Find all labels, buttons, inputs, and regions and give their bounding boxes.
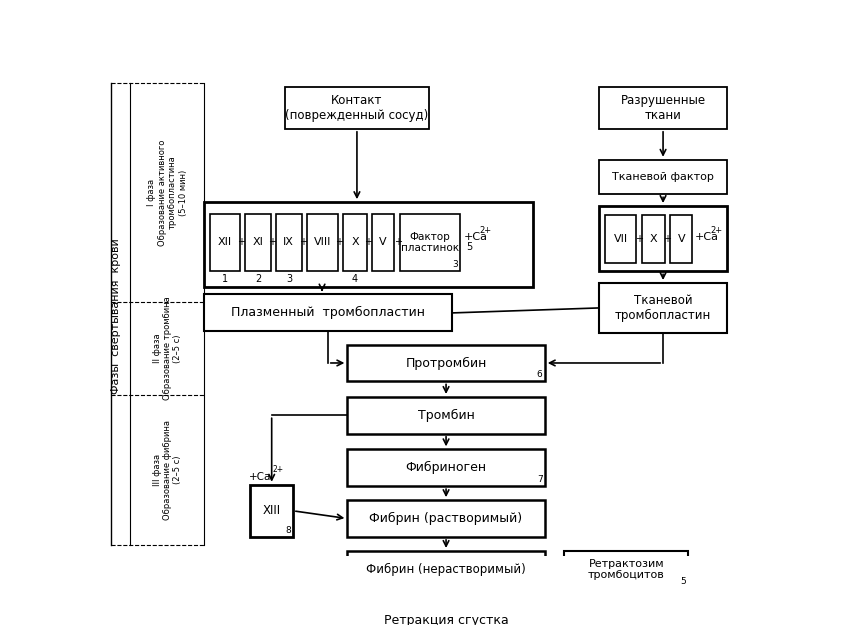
Text: Ретрактозим
тромбоцитов: Ретрактозим тромбоцитов <box>588 559 664 580</box>
Bar <box>348 551 545 588</box>
Text: 2: 2 <box>255 274 261 284</box>
Text: Разрушенные
ткани: Разрушенные ткани <box>621 94 705 122</box>
Text: +: + <box>335 237 342 247</box>
Bar <box>599 283 727 333</box>
Text: 5: 5 <box>681 576 686 586</box>
Bar <box>348 344 545 381</box>
Bar <box>599 160 727 194</box>
Text: 6: 6 <box>537 370 543 379</box>
Text: +Ca: +Ca <box>249 471 271 481</box>
Text: Фибриноген: Фибриноген <box>406 461 486 474</box>
Text: V: V <box>379 238 387 248</box>
Text: +: + <box>394 237 401 247</box>
Bar <box>605 215 636 263</box>
Text: +Ca: +Ca <box>463 232 488 242</box>
Text: X: X <box>650 234 657 244</box>
Bar <box>348 500 545 537</box>
Bar <box>307 214 338 271</box>
Text: 2+: 2+ <box>479 226 491 235</box>
Bar <box>204 294 452 331</box>
Bar <box>204 202 533 287</box>
Text: Протромбин: Протромбин <box>406 356 487 369</box>
Text: 2+: 2+ <box>710 226 722 235</box>
Text: Ретракция сгустка: Ретракция сгустка <box>383 614 508 625</box>
Bar <box>348 397 545 434</box>
Bar <box>348 449 545 486</box>
Text: XI: XI <box>253 238 263 248</box>
Bar <box>245 214 270 271</box>
Bar <box>348 602 545 625</box>
Text: +: + <box>237 237 245 247</box>
Bar <box>400 214 461 271</box>
Text: II фаза
Образование тромбина
(2–5 с): II фаза Образование тромбина (2–5 с) <box>152 296 182 400</box>
Text: IX: IX <box>283 238 294 248</box>
Text: +: + <box>634 234 643 244</box>
Text: VII: VII <box>614 234 628 244</box>
Text: VIII: VIII <box>314 238 331 248</box>
Text: Фибрин (растворимый): Фибрин (растворимый) <box>370 512 523 525</box>
Text: X: X <box>351 238 359 248</box>
Text: XIII: XIII <box>263 504 281 518</box>
Bar <box>210 214 240 271</box>
Text: I фаза
Образование активного
тромбопластина
(5–10 мин): I фаза Образование активного тромбопласт… <box>147 139 187 246</box>
Text: +: + <box>299 237 307 247</box>
Text: +: + <box>364 237 372 247</box>
Text: 7: 7 <box>537 475 543 484</box>
Text: 5: 5 <box>466 242 472 252</box>
Bar <box>564 551 688 588</box>
Text: +: + <box>268 237 276 247</box>
Text: 3: 3 <box>286 274 292 284</box>
Bar <box>670 215 693 263</box>
Bar <box>599 86 727 129</box>
Bar <box>276 214 301 271</box>
Text: Фибрин (нерастворимый): Фибрин (нерастворимый) <box>366 562 526 576</box>
Bar <box>285 86 429 129</box>
Text: Плазменный  тромбопластин: Плазменный тромбопластин <box>231 306 425 319</box>
Text: Тканевой
тромбопластин: Тканевой тромбопластин <box>615 294 711 322</box>
Bar <box>250 484 293 537</box>
Text: +: + <box>663 234 671 244</box>
Text: Фазы  свертывания  крови: Фазы свертывания крови <box>111 238 122 394</box>
Text: +Ca: +Ca <box>694 232 718 242</box>
Text: Контакт
(поврежденный сосуд): Контакт (поврежденный сосуд) <box>285 94 429 122</box>
Text: XII: XII <box>217 238 232 248</box>
Text: III фаза
Образование фибрина
(2–5 с): III фаза Образование фибрина (2–5 с) <box>152 419 182 519</box>
Bar <box>343 214 366 271</box>
Text: 2+: 2+ <box>273 465 284 474</box>
Text: Фактор
пластинок: Фактор пластинок <box>401 232 459 253</box>
Bar <box>642 215 665 263</box>
Text: 4: 4 <box>352 274 358 284</box>
Bar <box>372 214 394 271</box>
Text: Тромбин: Тромбин <box>418 409 474 422</box>
Text: 8: 8 <box>285 526 291 535</box>
Bar <box>599 206 727 271</box>
Text: 1: 1 <box>222 274 228 284</box>
Text: 3: 3 <box>452 260 458 269</box>
Text: Тканевой фактор: Тканевой фактор <box>612 172 714 182</box>
Text: V: V <box>677 234 685 244</box>
